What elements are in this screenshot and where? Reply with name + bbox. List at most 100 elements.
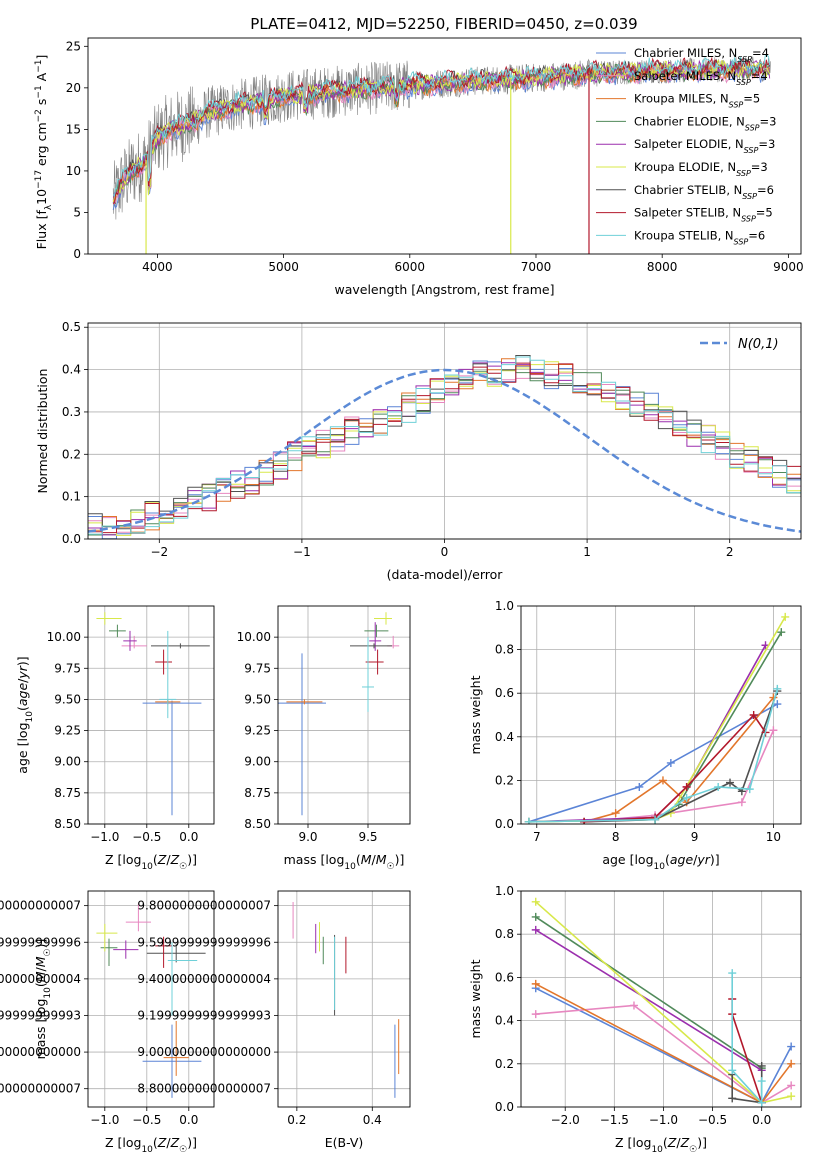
mass-weight-vs-Z-point-marker — [531, 912, 540, 921]
residuals-ticklabel-y: 0.3 — [62, 405, 81, 419]
residuals-ticklabel-x: −2 — [150, 545, 168, 559]
mass-weight-vs-age-point-marker — [745, 785, 754, 794]
spectrum-legend-entry: Salpeter MILES, NSSP=4 — [634, 69, 768, 87]
mass-weight-vs-age-point-marker — [726, 778, 735, 787]
residuals-ticklabel-y: 0.5 — [62, 320, 81, 334]
mass-weight-vs-age-point-marker — [773, 700, 782, 709]
age-vs-mass-frame — [277, 605, 411, 825]
mass-weight-vs-Z-point-marker — [728, 1066, 737, 1075]
mass-vs-Z-plot — [96, 903, 206, 1098]
spectrum-model-line — [112, 62, 771, 203]
mass-weight-vs-Z-point-marker — [787, 1042, 796, 1051]
residuals-ylabel: Normed distribution — [35, 369, 50, 494]
mass-weight-vs-Z-frame — [520, 890, 802, 1108]
residuals-ticklabel-x: 0 — [441, 545, 449, 559]
mass-weight-vs-age-point-marker — [682, 793, 691, 802]
residuals-histogram-line — [88, 362, 801, 534]
spectrum-ticklabel-y: 0 — [73, 247, 81, 261]
residuals-plot — [88, 355, 801, 539]
mass-vs-Z-axes: −1.0 −0.5 0.0 8.8000000000000007 9.000000000… — [0, 891, 214, 1127]
mass-weight-vs-Z-point-marker — [531, 897, 540, 906]
mass-weight-vs-Z-xlabel: Z [log10(Z/Z☉)] — [615, 1135, 707, 1155]
mass-vs-Z-xlabel: Z [log10(Z/Z☉)] — [105, 1135, 197, 1155]
mass-weight-vs-age-plot — [524, 612, 790, 824]
age-vs-mass-ticklabel-x: 9.5 — [358, 830, 377, 844]
spectrum-ticklabel-x: 5000 — [268, 260, 299, 274]
mass-vs-Z-ticklabel-y: 9.4000000000000004 — [0, 972, 81, 986]
mass-weight-vs-Z-ylabel: mass weight — [468, 959, 483, 1038]
age-vs-Z-ticklabel-y: 8.50 — [54, 817, 81, 831]
mass-vs-EBV-ticklabel-x: 0.2 — [287, 1113, 306, 1127]
spectrum-model-line — [112, 59, 771, 202]
mass-weight-vs-age-ticklabel-y: 0.2 — [495, 773, 514, 787]
mass-weight-vs-age-ticklabel-y: 0.0 — [495, 817, 514, 831]
mass-weight-vs-Z-point-marker — [531, 979, 540, 988]
age-vs-Z-ticklabel-y: 10.00 — [47, 630, 81, 644]
spectrum-axes: 4000 5000 6000 7000 8000 9000 0 5 10 15 20 25 — [66, 39, 804, 274]
age-vs-Z-ticklabel-x: 0.0 — [179, 830, 198, 844]
spectrum-ticklabel-y: 20 — [66, 81, 81, 95]
mass-vs-Z-ticklabel-x: −1.0 — [90, 1113, 119, 1127]
mass-weight-vs-Z-plot — [531, 897, 796, 1107]
residuals-histogram-line — [88, 355, 801, 534]
mass-weight-vs-Z-point-marker — [531, 1010, 540, 1019]
mass-weight-vs-age-point-marker — [666, 758, 675, 767]
mass-weight-vs-age-point-marker — [737, 798, 746, 807]
mass-weight-vs-age-xlabel: age [log10(age/yr)] — [602, 852, 719, 872]
spectrum-ticklabel-y: 25 — [66, 39, 81, 53]
mass-vs-EBV-ticklabel-y: 9.5999999999999996 — [137, 935, 271, 949]
spectrum-legend: Chabrier MILES, NSSP=4 Salpeter MILES, NS… — [596, 46, 776, 246]
mass-weight-vs-age-ylabel: mass weight — [468, 675, 483, 754]
mass-vs-EBV-axes: 0.2 0.4 8.8000000000000007 9.00000000000000… — [137, 891, 410, 1127]
mass-weight-vs-Z-ticklabel-x: −2.0 — [551, 1113, 580, 1127]
mass-vs-EBV-ticklabel-y: 9.1999999999999993 — [137, 1008, 271, 1022]
mass-weight-vs-age-ticklabel-y: 0.8 — [495, 643, 514, 657]
residuals-frame — [87, 322, 802, 540]
age-vs-Z-ticklabel-y: 9.50 — [54, 692, 81, 706]
mass-weight-vs-age-point-marker — [682, 782, 691, 791]
mass-weight-vs-age-ticklabel-y: 0.4 — [495, 730, 514, 744]
spectrum-legend-entry: Salpeter ELODIE, NSSP=3 — [634, 137, 775, 155]
residuals-gaussian-line — [88, 368, 801, 533]
mass-weight-vs-Z-series-line — [535, 916, 763, 1069]
spectrum-ylabel: Flux [fλ10−17 erg cm−2 s−1 A−1] — [34, 55, 54, 250]
mass-weight-vs-age-point-marker — [635, 782, 644, 791]
residuals-ticklabel-x: 1 — [583, 545, 591, 559]
mass-weight-vs-Z-point-marker — [787, 1059, 796, 1068]
mass-vs-Z-ticklabel-x: −0.5 — [132, 1113, 161, 1127]
mass-weight-vs-Z-ticklabel-x: −1.0 — [649, 1113, 678, 1127]
mass-weight-vs-Z-ticklabel-y: 0.8 — [495, 927, 514, 941]
mass-weight-vs-age-series-line — [528, 703, 778, 823]
mass-vs-EBV-frame — [277, 890, 411, 1108]
mass-weight-vs-age-ticklabel-x: 7 — [533, 830, 541, 844]
age-vs-mass-ticklabel-y: 8.50 — [244, 817, 271, 831]
age-vs-mass-xlabel: mass [log10(M/M☉)] — [284, 852, 405, 872]
mass-weight-vs-age-point-marker — [781, 612, 790, 621]
mass-weight-vs-Z-point-marker — [757, 1098, 766, 1107]
age-vs-mass-ticklabel-y: 9.25 — [244, 724, 271, 738]
spectrum-legend-entry: Chabrier ELODIE, NSSP=3 — [634, 114, 776, 131]
mass-vs-EBV-ticklabel-y: 9.4000000000000004 — [137, 972, 271, 986]
mass-weight-vs-Z-ticklabel-x: −0.5 — [698, 1113, 727, 1127]
age-vs-Z-axes: −1.0 −0.5 0.0 8.50 8.75 9.00 9.25 9.50 9.75 10.00 — [47, 606, 214, 844]
age-vs-Z-ticklabel-y: 8.75 — [54, 786, 81, 800]
mass-weight-vs-Z-series-line — [535, 929, 763, 1071]
age-vs-Z-ylabel: age [log10(age/yr)] — [15, 656, 35, 773]
age-vs-Z-frame — [87, 605, 215, 825]
mass-weight-vs-age-point-marker — [658, 776, 667, 785]
mass-weight-vs-age-point-marker — [769, 726, 778, 735]
age-vs-mass-ticklabel-y: 9.50 — [244, 692, 271, 706]
spectrum-legend-entry: Chabrier MILES, NSSP=4 — [634, 46, 769, 64]
mass-vs-Z-ticklabel-x: 0.0 — [179, 1113, 198, 1127]
mass-weight-vs-age-point-marker — [524, 817, 533, 824]
spectrum-model-line — [112, 54, 771, 198]
mass-weight-vs-age-ticklabel-y: 0.6 — [495, 686, 514, 700]
residuals-legend: N(0,1) — [700, 337, 779, 352]
mass-weight-vs-Z-ticklabel-y: 0.2 — [495, 1057, 514, 1071]
mass-vs-EBV-ticklabel-y: 9.0000000000000000 — [137, 1045, 271, 1059]
mass-vs-Z-ticklabel-y: 9.8000000000000007 — [0, 899, 81, 913]
age-vs-mass-ticklabel-y: 9.00 — [244, 755, 271, 769]
residuals-ticklabel-x: 2 — [726, 545, 734, 559]
spectrum-ticklabel-y: 5 — [73, 205, 81, 219]
